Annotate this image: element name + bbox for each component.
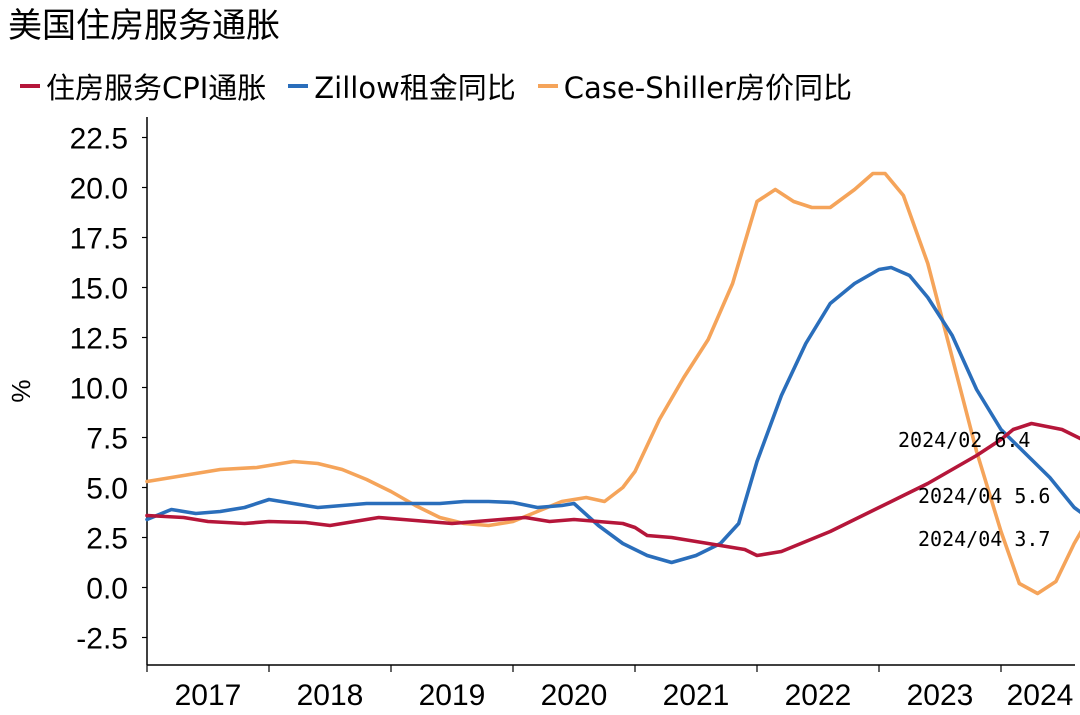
- y-tick-label: -2.5: [76, 623, 128, 656]
- x-tick-label: 2024: [1007, 679, 1074, 712]
- y-tick-label: 17.5: [70, 223, 128, 256]
- legend: 住房服务CPI通胀 Zillow租金同比 Case-Shiller房价同比: [0, 62, 1080, 110]
- series-line-2: [145, 171, 1080, 596]
- x-tick-label: 2021: [663, 679, 730, 712]
- legend-label-case-shiller: Case-Shiller房价同比: [563, 71, 852, 105]
- chart-title: 美国住房服务通胀: [8, 6, 280, 46]
- legend-item-case-shiller: Case-Shiller房价同比: [537, 65, 852, 107]
- annotation-label: 2024/04 5.6: [918, 484, 1050, 508]
- series-layer: [145, 171, 1080, 596]
- y-tick-label: 20.0: [70, 173, 128, 206]
- y-tick-label: 0.0: [86, 573, 128, 606]
- legend-swatch-zillow: [288, 84, 309, 88]
- series-line-0: [145, 421, 1080, 558]
- x-tick-label: 2023: [907, 679, 974, 712]
- legend-swatch-case-shiller: [537, 84, 558, 88]
- legend-label-cpi: 住房服务CPI通胀: [46, 71, 267, 105]
- y-tick-label: 15.0: [70, 273, 128, 306]
- x-tick-label: 2020: [541, 679, 608, 712]
- x-tick-label: 2019: [419, 679, 486, 712]
- y-axis-label: %: [6, 379, 36, 402]
- legend-item-cpi: 住房服务CPI通胀: [20, 65, 266, 107]
- x-tick-label: 2017: [175, 679, 242, 712]
- annotation-label: 2024/04 3.7: [918, 527, 1050, 551]
- y-tick-label: 22.5: [70, 123, 128, 156]
- y-tick-label: 10.0: [70, 373, 128, 406]
- legend-swatch-cpi: [20, 84, 40, 88]
- y-tick-label: 5.0: [86, 473, 128, 506]
- annotation-layer: 2024/02 6.4 2024/04 5.6 2024/04 3.7: [898, 428, 1050, 551]
- legend-label-zillow: Zillow租金同比: [314, 71, 516, 105]
- y-tick-label: 7.5: [86, 423, 128, 456]
- annotation-label: 2024/02 6.4: [898, 428, 1030, 452]
- y-tick-label: 2.5: [86, 523, 128, 556]
- y-tick-label: 12.5: [70, 323, 128, 356]
- legend-item-zillow: Zillow租金同比: [288, 65, 516, 107]
- x-tick-label: 2022: [785, 679, 852, 712]
- axes: 22.5 20.0 17.5 15.0 12.5 10.0 7.5 5.0 2.5 0.0 -2.5…: [6, 117, 1075, 712]
- series-line-1: [145, 265, 1080, 565]
- x-tick-label: 2018: [297, 679, 364, 712]
